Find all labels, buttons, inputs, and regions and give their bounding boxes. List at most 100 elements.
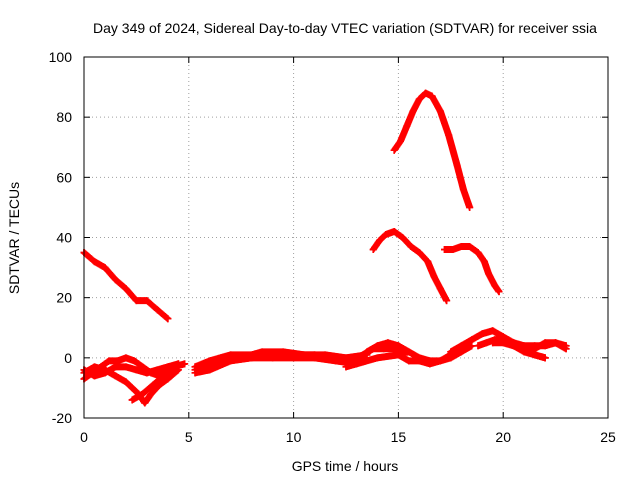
data-point	[130, 357, 138, 365]
data-point	[426, 357, 434, 365]
data-point	[443, 297, 451, 305]
data-point	[258, 348, 266, 356]
y-tick-label: 80	[56, 109, 72, 125]
data-point	[111, 363, 119, 371]
data-point	[373, 354, 381, 362]
data-point	[428, 92, 436, 100]
data-point	[466, 243, 474, 251]
x-tick-label: 10	[286, 429, 302, 445]
series-arc-mid-e	[348, 345, 409, 365]
data-point	[531, 351, 539, 359]
data-point	[101, 369, 109, 377]
data-point	[160, 372, 168, 380]
data-point	[459, 185, 467, 193]
data-point	[396, 137, 404, 145]
data-point	[141, 399, 149, 407]
data-point	[436, 357, 444, 365]
data-point	[332, 357, 340, 365]
series-arc-afternoon-peak	[390, 89, 474, 211]
data-point	[468, 336, 476, 344]
data-point	[510, 342, 518, 350]
data-point	[143, 369, 151, 377]
data-point	[132, 297, 140, 305]
data-point	[457, 243, 465, 251]
data-point	[390, 146, 398, 154]
series-arc-early-noise-d	[128, 360, 189, 404]
data-point	[390, 227, 398, 235]
data-point	[128, 396, 136, 404]
data-point	[122, 285, 130, 293]
data-point	[382, 230, 390, 238]
data-point	[531, 345, 539, 353]
data-point	[474, 249, 482, 257]
series-arc-mid-d	[342, 339, 476, 371]
data-point	[143, 297, 151, 305]
data-point	[415, 95, 423, 103]
axis-ticks: 0 5 10 15 20 25 -20 0 20 40 60 80 100	[49, 49, 616, 445]
x-tick-label: 20	[495, 429, 511, 445]
data-point	[541, 339, 549, 347]
data-point	[206, 357, 214, 365]
data-point	[181, 360, 189, 368]
y-axis-label: SDTVAR / TECUs	[6, 182, 22, 294]
data-point	[170, 363, 178, 371]
data-point	[227, 357, 235, 365]
data-point	[478, 330, 486, 338]
data-point	[248, 354, 256, 362]
data-point	[380, 345, 388, 353]
y-tick-label: 100	[49, 49, 73, 65]
data-point	[409, 107, 417, 115]
data-point	[153, 366, 161, 374]
data-point	[441, 246, 449, 254]
y-tick-label: 0	[64, 350, 72, 366]
data-point	[348, 357, 356, 365]
data-point	[489, 339, 497, 347]
data-point	[269, 354, 277, 362]
y-tick-label: -20	[52, 410, 72, 426]
data-point	[279, 348, 287, 356]
data-point	[132, 366, 140, 374]
data-point	[405, 357, 413, 365]
data-point	[369, 246, 377, 254]
data-point	[139, 390, 147, 398]
data-point	[480, 258, 488, 266]
data-points-layer	[80, 89, 570, 407]
data-point	[474, 342, 482, 350]
data-point	[468, 342, 476, 350]
data-point	[359, 351, 367, 359]
data-point	[227, 351, 235, 359]
data-point	[122, 378, 130, 386]
data-point	[436, 107, 444, 115]
data-marks	[441, 243, 503, 296]
data-point	[489, 327, 497, 335]
data-point	[114, 357, 122, 365]
y-tick-label: 40	[56, 230, 72, 246]
data-point	[485, 270, 493, 278]
data-point	[111, 372, 119, 380]
data-point	[164, 315, 172, 323]
data-point	[405, 348, 413, 356]
data-point	[541, 354, 549, 362]
data-point	[399, 234, 407, 241]
data-point	[499, 336, 507, 344]
data-point	[562, 345, 570, 353]
data-point	[403, 122, 411, 130]
data-point	[384, 339, 392, 347]
chart-title: Day 349 of 2024, Sidereal Day-to-day VTE…	[93, 20, 597, 36]
y-tick-label: 60	[56, 169, 72, 185]
x-tick-label: 5	[185, 429, 193, 445]
data-point	[430, 273, 438, 281]
data-point	[390, 345, 398, 353]
data-marks	[390, 89, 474, 211]
data-point	[290, 354, 298, 362]
series-arc-early-decline	[80, 249, 172, 323]
data-point	[401, 351, 409, 359]
data-point	[191, 363, 199, 371]
data-point	[495, 288, 503, 296]
data-point	[422, 89, 430, 97]
data-point	[147, 390, 155, 398]
data-point	[436, 285, 444, 293]
data-point	[342, 363, 350, 371]
data-point	[447, 348, 455, 356]
